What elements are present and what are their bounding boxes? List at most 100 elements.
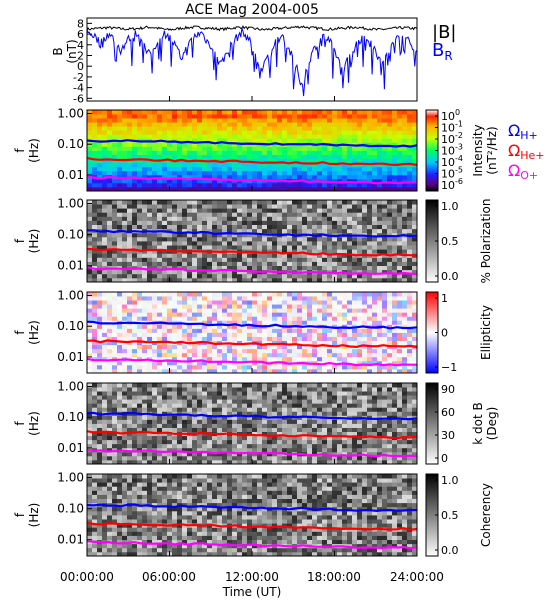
spectrogram-cell [197, 134, 203, 139]
spectrogram-cell [137, 395, 143, 400]
spectrogram-cell [217, 423, 223, 428]
spectrogram-cell [122, 126, 128, 131]
spectrogram-cell [277, 220, 283, 225]
spectrogram-cell [312, 312, 318, 317]
spectrogram-cell [177, 146, 183, 151]
spectrogram-cell [152, 360, 158, 366]
spectrogram-cell [197, 122, 203, 127]
spectrogram-cell [92, 415, 98, 420]
spectrogram-cell [157, 356, 163, 362]
spectrogram-cell [267, 352, 273, 358]
spectrogram-cell [352, 296, 358, 301]
spectrogram-cell [92, 277, 98, 283]
spectrogram-cell [207, 387, 213, 392]
spectrogram-cell [277, 328, 283, 333]
spectrogram-cell [192, 150, 198, 155]
spectrogram-cell [282, 204, 288, 209]
spectrogram-cell [307, 352, 313, 358]
spectrogram-cell [387, 348, 393, 354]
spectrogram-cell [237, 439, 243, 445]
spectrogram-cell [257, 443, 263, 449]
spectrogram-cell [202, 399, 208, 404]
spectrogram-cell [252, 368, 258, 374]
spectrogram-cell [287, 245, 293, 250]
spectrogram-cell [187, 126, 193, 131]
spectrogram-cell [402, 146, 408, 151]
spectrogram-cell [197, 269, 203, 275]
spectrogram-cell [247, 320, 253, 325]
spectrogram-cell [197, 130, 203, 135]
spectrogram-cell [207, 224, 213, 230]
spectrogram-cell [227, 273, 233, 279]
spectrogram-cell [317, 110, 323, 115]
spectrogram-cell [207, 166, 213, 172]
spectrogram-cell [112, 431, 118, 437]
spectrogram-cell [307, 300, 313, 305]
spectrogram-cell [192, 304, 198, 309]
spectrogram-cell [287, 182, 293, 188]
spectrogram-cell [327, 158, 333, 164]
spectrogram-cell [407, 236, 413, 242]
spectrogram-cell [157, 435, 163, 441]
spectrogram-cell [217, 170, 223, 176]
spectrogram-cell [282, 336, 288, 341]
spectrogram-cell [162, 316, 168, 321]
spectrogram-cell [357, 204, 363, 209]
spectrogram-cell [217, 277, 223, 283]
spectrogram-cell [202, 415, 208, 420]
spectrogram-cell [182, 178, 188, 184]
spectrogram-cell [167, 232, 173, 238]
spectrogram-cell [127, 245, 133, 250]
spectrogram-cell [242, 415, 248, 420]
spectrogram-cell [102, 435, 108, 441]
spectrogram-cell [287, 216, 293, 221]
spectrogram-cell [277, 320, 283, 325]
spectrogram-cell [377, 118, 383, 123]
spectrogram-cell [332, 249, 338, 254]
spectrogram-cell [97, 212, 103, 217]
spectrogram-cell [207, 332, 213, 337]
spectrogram-cell [267, 257, 273, 262]
spectrogram-cell [107, 308, 113, 313]
spectrogram-cell [407, 300, 413, 305]
series-b-radial [86, 27, 418, 97]
spectrogram-cell [117, 403, 123, 408]
spectrogram-cell [322, 174, 328, 180]
spectrogram-cell [187, 391, 193, 396]
spectrogram-cell [332, 170, 338, 176]
spectrogram-cell [367, 166, 373, 172]
spectrogram-cell [102, 308, 108, 313]
spectrogram-cell [92, 328, 98, 333]
spectrogram-cell [137, 439, 143, 445]
spectrogram-cell [117, 142, 123, 147]
spectrogram-cell [367, 236, 373, 242]
spectrogram-cell [197, 236, 203, 242]
spectrogram-cell [197, 138, 203, 143]
spectrogram-cell [242, 212, 248, 217]
spectrogram-cell [247, 316, 253, 321]
spectrogram-cell [387, 204, 393, 209]
spectrogram-cell [187, 403, 193, 408]
spectrogram-cell [242, 273, 248, 279]
spectrogram-cell [227, 308, 233, 313]
spectrogram-cell [317, 364, 323, 370]
spectrogram-cell [222, 328, 228, 333]
spectrogram-cell [407, 332, 413, 337]
spectrogram-cell [227, 146, 233, 151]
spectrogram-cell [252, 208, 258, 213]
spectrogram-cell [127, 304, 133, 309]
spectrogram-cell [112, 232, 118, 238]
spectrogram-cell [327, 122, 333, 127]
spectrogram-cell [252, 273, 258, 279]
spectrogram-cell [137, 328, 143, 333]
spectrogram-cell [162, 122, 168, 127]
spectrogram-cell [332, 324, 338, 329]
spectrogram-cell [332, 228, 338, 234]
spectrogram-cell [237, 146, 243, 151]
spectrogram-cell [407, 269, 413, 275]
spectrogram-cell [187, 178, 193, 184]
spectrogram-cell [207, 204, 213, 209]
spectrogram-cell [202, 224, 208, 230]
spectrogram-cell [97, 435, 103, 441]
spectrogram-cell [137, 312, 143, 317]
